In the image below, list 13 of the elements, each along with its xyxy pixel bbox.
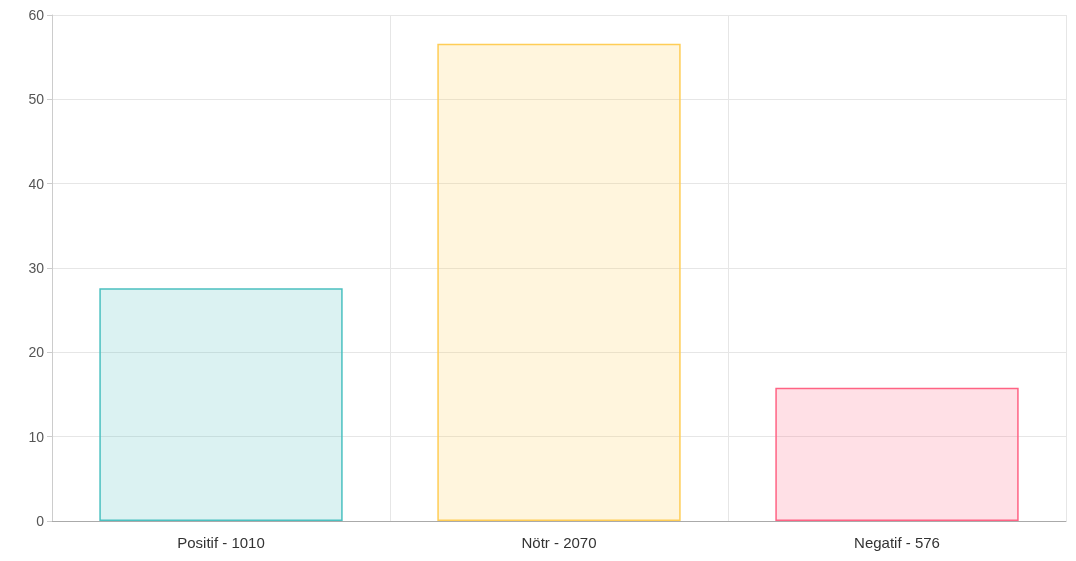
bar [775, 387, 1019, 521]
y-tick-label: 20 [28, 344, 45, 361]
y-tick-label: 40 [28, 175, 45, 192]
y-tick-label: 10 [28, 428, 45, 445]
y-tick-label: 30 [28, 260, 45, 276]
x-tick-label: Nötr - 2070 [521, 534, 597, 551]
y-tick-label: 60 [28, 7, 45, 23]
x-tick-label: Negatif - 576 [854, 534, 940, 551]
x-tick-label: Positif - 1010 [177, 534, 265, 551]
bar [437, 43, 681, 521]
y-tick-label: 50 [28, 91, 45, 108]
y-tick-label: 0 [36, 513, 45, 529]
bar [99, 288, 343, 521]
